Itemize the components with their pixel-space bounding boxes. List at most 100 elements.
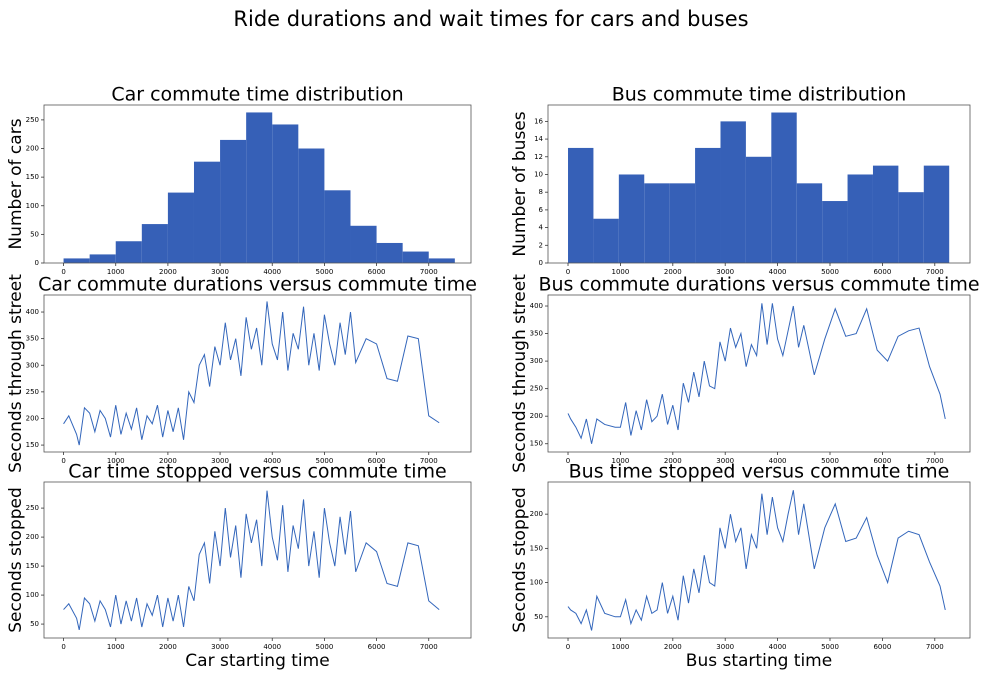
- bar: [428, 258, 455, 263]
- bar: [89, 254, 116, 263]
- bar: [720, 121, 746, 263]
- y-tick-label: 50: [30, 230, 39, 238]
- bar: [695, 147, 721, 263]
- y-axis-label: Seconds through street: [6, 274, 26, 473]
- y-tick-label: 250: [26, 116, 39, 124]
- x-tick-label: 2000: [159, 268, 177, 276]
- bar: [796, 183, 823, 263]
- y-tick-label: 16: [534, 117, 543, 125]
- bar: [324, 190, 351, 263]
- bar: [115, 241, 142, 263]
- y-tick-label: 400: [530, 302, 543, 310]
- plot-frame: [547, 104, 971, 264]
- y-tick-label: 150: [26, 173, 39, 181]
- plot-frame: [43, 294, 472, 453]
- x-tick-label: 3000: [211, 643, 229, 651]
- x-tick-label: 7000: [420, 457, 438, 465]
- bar: [141, 224, 168, 263]
- x-tick-label: 4000: [769, 268, 787, 276]
- y-tick-label: 200: [530, 412, 543, 420]
- bar: [298, 148, 325, 263]
- x-axis-label: Car starting time: [185, 651, 329, 671]
- x-tick-label: 5000: [821, 643, 839, 651]
- y-tick-label: 200: [26, 145, 39, 153]
- y-axis-label: Seconds stopped: [6, 487, 26, 633]
- y-tick-label: 0: [539, 259, 543, 267]
- y-tick-label: 200: [26, 533, 39, 541]
- y-tick-label: 350: [26, 335, 39, 343]
- y-tick-label: 12: [534, 153, 543, 161]
- y-tick-label: 2: [539, 241, 543, 249]
- x-tick-label: 1000: [611, 268, 629, 276]
- y-tick-label: 300: [26, 361, 39, 369]
- y-tick-label: 150: [530, 440, 543, 448]
- x-tick-label: 1000: [107, 268, 125, 276]
- x-tick-label: 3000: [716, 643, 734, 651]
- subplot-title: Car commute durations versus commute tim…: [38, 274, 477, 296]
- line: [63, 301, 440, 446]
- y-tick-label: 200: [26, 414, 39, 422]
- x-tick-label: 0: [61, 268, 65, 276]
- x-tick-label: 2000: [664, 457, 682, 465]
- x-tick-label: 5000: [821, 457, 839, 465]
- y-axis-label: Number of buses: [510, 111, 530, 256]
- x-tick-label: 6000: [873, 268, 891, 276]
- y-tick-label: 6: [539, 206, 544, 214]
- bar: [568, 147, 594, 263]
- x-tick-label: 2000: [159, 457, 177, 465]
- y-axis-label: Seconds through street: [510, 274, 530, 473]
- x-tick-label: 0: [566, 268, 570, 276]
- bar: [618, 174, 645, 263]
- y-tick-label: 150: [530, 544, 543, 552]
- x-tick-label: 3000: [716, 457, 734, 465]
- y-tick-label: 400: [26, 308, 39, 316]
- x-tick-label: 2000: [664, 268, 682, 276]
- bar: [167, 192, 194, 263]
- bar: [669, 183, 696, 263]
- bar: [193, 161, 221, 263]
- y-tick-label: 300: [530, 357, 543, 365]
- plot-frame: [43, 481, 472, 639]
- x-tick-label: 5000: [315, 268, 333, 276]
- x-tick-label: 1000: [107, 457, 125, 465]
- bar: [593, 218, 619, 263]
- x-tick-label: 4000: [263, 268, 281, 276]
- x-tick-label: 6000: [873, 457, 891, 465]
- y-tick-label: 14: [534, 135, 543, 143]
- x-tick-label: 0: [566, 457, 570, 465]
- y-tick-label: 100: [26, 591, 39, 599]
- y-tick-label: 350: [530, 330, 543, 338]
- plot-frame: [547, 481, 971, 639]
- y-tick-label: 100: [26, 202, 39, 210]
- subplot-title: Bus commute durations versus commute tim…: [538, 274, 979, 296]
- subplot-title: Car time stopped versus commute time: [68, 461, 446, 483]
- x-tick-label: 1000: [611, 643, 629, 651]
- bar: [644, 183, 670, 263]
- y-tick-label: 8: [539, 188, 543, 196]
- x-tick-label: 0: [566, 643, 570, 651]
- x-tick-label: 4000: [769, 457, 787, 465]
- bar: [63, 258, 90, 263]
- x-tick-label: 6000: [873, 643, 891, 651]
- bar: [822, 201, 848, 263]
- bar: [872, 165, 899, 263]
- x-tick-label: 6000: [368, 643, 386, 651]
- y-tick-label: 50: [30, 620, 39, 628]
- y-tick-label: 200: [530, 510, 543, 518]
- bar: [376, 242, 403, 263]
- x-tick-label: 5000: [315, 643, 333, 651]
- x-tick-label: 3000: [716, 268, 734, 276]
- y-tick-label: 150: [26, 562, 39, 570]
- y-tick-label: 250: [26, 504, 39, 512]
- y-axis-label: Seconds stopped: [510, 487, 530, 633]
- subplot-title: Car commute time distribution: [111, 84, 403, 106]
- bar: [246, 112, 273, 263]
- line: [567, 303, 946, 444]
- x-tick-label: 4000: [263, 457, 281, 465]
- y-tick-label: 10: [534, 170, 543, 178]
- plot-frame: [43, 104, 472, 264]
- bar: [402, 251, 429, 263]
- x-axis-label: Bus starting time: [686, 651, 832, 671]
- subplot-title: Bus time stopped versus commute time: [569, 461, 950, 483]
- y-tick-label: 0: [35, 259, 39, 267]
